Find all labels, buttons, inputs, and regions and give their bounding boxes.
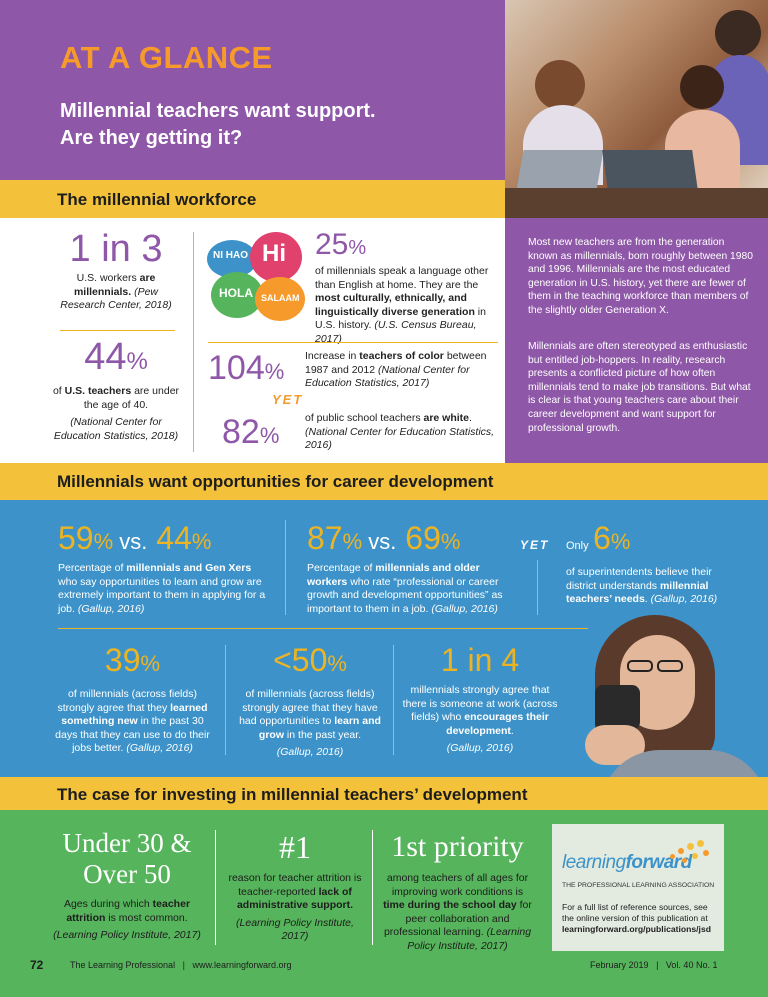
section-heading-career: Millennials want opportunities for caree…: [57, 472, 494, 491]
divider: [372, 830, 373, 945]
stat-82-num: 82%: [222, 413, 280, 451]
stat-1in4: 1 in 4 millennials strongly agree that t…: [402, 642, 558, 754]
language-bubbles-graphic: NI HAO Hi HOLA SALAAM: [205, 232, 305, 324]
yet-label-career: YET: [520, 538, 550, 552]
section-heading-workforce: The millennial workforce: [57, 190, 257, 209]
section-bar-investing: [0, 777, 768, 810]
stat-number-one: #1 reason for teacher attrition is teach…: [228, 829, 362, 942]
sidebar-paragraph-2: Millennials are often stereotyped as ent…: [528, 341, 751, 434]
divider: [60, 330, 175, 331]
learningforward-logo: learningforward: [562, 852, 692, 873]
stat-less-50: <50% of millennials (across fields) stro…: [239, 642, 381, 758]
footer-left: The Learning Professional | www.learning…: [70, 960, 292, 970]
stat-59-vs-44: 59% vs. 44% Percentage of millennials an…: [58, 520, 266, 615]
page-subtitle: Millennial teachers want support. Are th…: [60, 100, 376, 149]
divider: [285, 520, 286, 615]
stat-1in3: 1 in 3 U.S. workers are millennials. (Pe…: [60, 228, 172, 311]
sidebar-paragraph-1: Most new teachers are from the generatio…: [528, 237, 753, 316]
divider: [393, 645, 394, 755]
divider: [58, 628, 588, 629]
teachers-laptop-photo: [505, 0, 768, 218]
stat-44: 44% of U.S. teachers are under the age o…: [52, 336, 180, 442]
footer-right: February 2019 | Vol. 40 No. 1: [590, 960, 718, 970]
section-bar-career: [0, 463, 768, 500]
stat-104-num: 104%: [208, 349, 285, 387]
teacher-mug-photo: [575, 605, 768, 810]
divider: [225, 645, 226, 755]
page-title: AT A GLANCE: [60, 40, 273, 75]
sidebar-intro: Most new teachers are from the generatio…: [505, 218, 768, 463]
stat-under30-over50: Under 30 & Over 50 Ages during which teac…: [53, 828, 201, 941]
logo-dots-icon: [670, 838, 715, 868]
yet-label: YET: [272, 392, 304, 407]
divider: [537, 560, 538, 615]
stat-first-priority: 1st priority among teachers of all ages …: [383, 830, 532, 952]
section-heading-investing: The case for investing in millennial tea…: [57, 785, 528, 804]
divider: [193, 232, 194, 452]
stat-104-text: Increase in teachers of color between 19…: [305, 350, 487, 389]
stat-87-vs-69: 87% vs. 69% Percentage of millennials an…: [307, 520, 503, 615]
page-number: 72: [30, 958, 44, 972]
stat-25: 25% of millennials speak a language othe…: [315, 228, 489, 345]
divider: [208, 342, 498, 343]
divider: [215, 830, 216, 945]
stat-39: 39% of millennials (across fields) stron…: [55, 642, 210, 754]
learningforward-note: For a full list of reference sources, se…: [562, 902, 711, 934]
stat-82-text: of public school teachers are white. (Na…: [305, 412, 495, 451]
stat-6: Only 6% of superintendents believe their…: [566, 520, 718, 605]
learningforward-box: learningforward THE PROFESSIONAL LEARNIN…: [552, 824, 724, 951]
section-bar-workforce: [0, 180, 505, 218]
